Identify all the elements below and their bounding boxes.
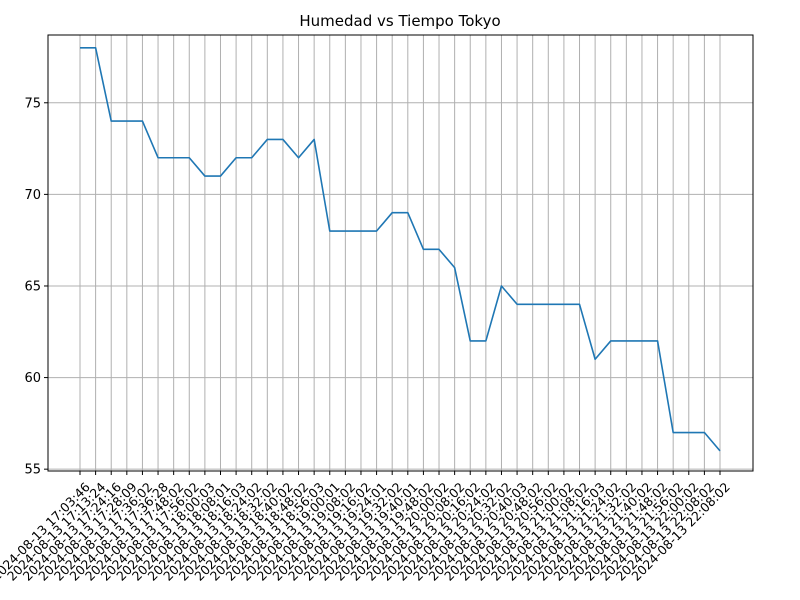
grid-layer: [48, 35, 753, 471]
y-tick-label: 65: [24, 279, 41, 294]
plot-frame: [47, 34, 754, 472]
chart-title: Humedad vs Tiempo Tokyo: [299, 12, 500, 30]
humidity-series-line: [80, 47, 721, 452]
y-tick-label: 75: [24, 96, 41, 111]
y-tick-label: 70: [24, 188, 41, 203]
series-layer: [79, 47, 721, 452]
y-tick-label: 60: [24, 371, 41, 386]
y-tick-label: 55: [24, 463, 41, 478]
